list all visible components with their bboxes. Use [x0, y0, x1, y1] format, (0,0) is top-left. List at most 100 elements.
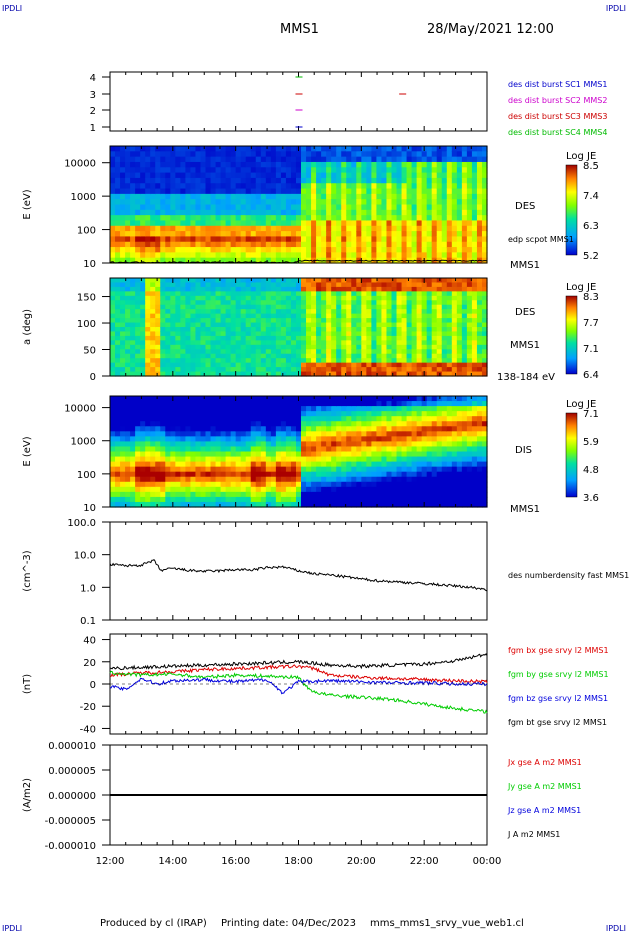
legend-entry: des dist burst SC2 MMS2	[508, 96, 607, 105]
time-tick-label: 16:00	[221, 856, 250, 867]
colorbar-title: Log JE	[566, 282, 596, 293]
y-tick-label: 50	[83, 346, 96, 357]
series-line	[109, 677, 488, 695]
time-tick-label: 22:00	[410, 856, 439, 867]
colorbar-tick-label: 6.4	[583, 370, 599, 381]
y-tick-label: 1.0	[80, 583, 96, 594]
instrument-label: DES	[515, 307, 535, 318]
colorbar-tick-label: 7.1	[583, 344, 599, 355]
colorbar-title: Log JE	[566, 151, 596, 162]
y-tick-label: 100	[77, 226, 96, 237]
y-axis-label: (cm^-3)	[22, 550, 33, 591]
corner-label-bottom-right: IPDLI	[605, 924, 626, 933]
y-axis-label: (nT)	[22, 674, 33, 694]
colorbar-tick-label: 4.8	[583, 465, 599, 476]
des-pitch-angle-heatmap	[110, 278, 488, 377]
y-tick-label: 10000	[64, 159, 96, 170]
series-line	[109, 653, 488, 671]
colorbar	[565, 295, 578, 375]
y-tick-label: 20	[83, 658, 96, 669]
y-tick-label: 100	[77, 470, 96, 481]
series-line	[109, 559, 488, 592]
des-energy-heatmap	[110, 146, 488, 264]
energy-range-label: 138-184 eV	[497, 372, 555, 383]
y-tick-label: 40	[83, 636, 96, 647]
y-axis-label: (A/m2)	[22, 778, 33, 812]
date-time-title: 28/May/2021 12:00	[427, 22, 554, 37]
colorbar-tick-label: 7.1	[583, 409, 599, 420]
y-tick-label: 10000	[64, 404, 96, 415]
y-tick-label: 0	[90, 680, 96, 691]
legend-entry: des dist burst SC3 MMS3	[508, 112, 607, 121]
time-tick-label: 18:00	[284, 856, 313, 867]
legend-entry: fgm bz gse srvy l2 MMS1	[508, 694, 608, 703]
colorbar-tick-label: 7.4	[583, 191, 599, 202]
spacecraft-label: MMS1	[510, 260, 540, 271]
corner-label-bottom-left: IPDLI	[2, 924, 23, 933]
corner-label-top-left: IPDLI	[2, 4, 23, 13]
y-tick-label: 2	[90, 106, 96, 117]
series-line	[109, 664, 488, 685]
y-tick-label: -0.000010	[45, 841, 96, 852]
legend-entry: fgm bx gse srvy l2 MMS1	[508, 646, 609, 655]
y-tick-label: 3	[90, 90, 96, 101]
spacecraft-label: MMS1	[510, 340, 540, 351]
time-tick-label: 12:00	[96, 856, 125, 867]
legend-entry: des dist burst SC4 MMS4	[508, 128, 607, 137]
legend-entry: J A m2 MMS1	[507, 830, 560, 839]
spacecraft-title: MMS1	[280, 22, 319, 37]
time-tick-label: 20:00	[347, 856, 376, 867]
legend-entry: fgm by gse srvy l2 MMS1	[508, 670, 609, 679]
colorbar-tick-label: 7.7	[583, 318, 599, 329]
legend-entry: des numberdensity fast MMS1	[508, 571, 629, 580]
scpot-trace	[109, 259, 488, 264]
series-line	[109, 670, 488, 714]
y-tick-label: 100.0	[67, 518, 96, 529]
y-axis-label: E (eV)	[22, 436, 33, 466]
colorbar-tick-label: 8.3	[583, 292, 599, 303]
y-tick-label: 150	[77, 293, 96, 304]
colorbar-tick-label: 5.9	[583, 437, 599, 448]
y-tick-label: 100	[77, 319, 96, 330]
y-tick-label: 1	[90, 123, 96, 134]
y-tick-label: 1000	[71, 437, 96, 448]
legend-entry: Jx gse A m2 MMS1	[507, 758, 582, 767]
footer-file-name: mms_mms1_srvy_vue_web1.cl	[370, 918, 524, 929]
corner-label-top-right: IPDLI	[605, 4, 626, 13]
colorbar-tick-label: 8.5	[583, 161, 599, 172]
instrument-label: DES	[515, 201, 535, 212]
footer-printing-date: Printing date: 04/Dec/2023	[221, 918, 357, 929]
y-tick-label: 0	[90, 372, 96, 383]
y-tick-label: 4	[90, 73, 96, 84]
colorbar-tick-label: 5.2	[583, 251, 599, 262]
overlay-label: edp scpot MMS1	[508, 235, 574, 244]
instrument-label: DIS	[515, 445, 532, 456]
y-tick-label: -40	[80, 724, 96, 735]
colorbar-title: Log JE	[566, 399, 596, 410]
colorbar-tick-label: 3.6	[583, 493, 599, 504]
y-tick-label: 10	[83, 503, 96, 514]
legend-entry: Jy gse A m2 MMS1	[507, 782, 582, 791]
legend-entry: Jz gse A m2 MMS1	[507, 806, 581, 815]
legend-entry: des dist burst SC1 MMS1	[508, 80, 607, 89]
time-tick-label: 00:00	[473, 856, 502, 867]
colorbar-tick-label: 6.3	[583, 221, 599, 232]
y-axis-label: E (eV)	[22, 189, 33, 219]
dis-energy-heatmap	[110, 396, 488, 508]
y-axis-label: a (deg)	[22, 309, 33, 345]
y-tick-label: 0.1	[80, 616, 96, 627]
y-tick-label: 1000	[71, 192, 96, 203]
colorbar	[565, 412, 578, 498]
y-tick-label: 0.000005	[48, 766, 96, 777]
y-tick-label: 10.0	[74, 551, 96, 562]
y-tick-label: 0.000010	[48, 741, 96, 752]
time-tick-label: 14:00	[158, 856, 187, 867]
y-tick-label: -20	[80, 702, 96, 713]
y-tick-label: 10	[83, 259, 96, 270]
colorbar	[565, 164, 578, 256]
panel-frame	[109, 71, 488, 132]
footer-produced-by: Produced by cl (IRAP)	[100, 918, 207, 929]
legend-entry: fgm bt gse srvy l2 MMS1	[508, 718, 607, 727]
y-tick-label: -0.000005	[45, 816, 96, 827]
